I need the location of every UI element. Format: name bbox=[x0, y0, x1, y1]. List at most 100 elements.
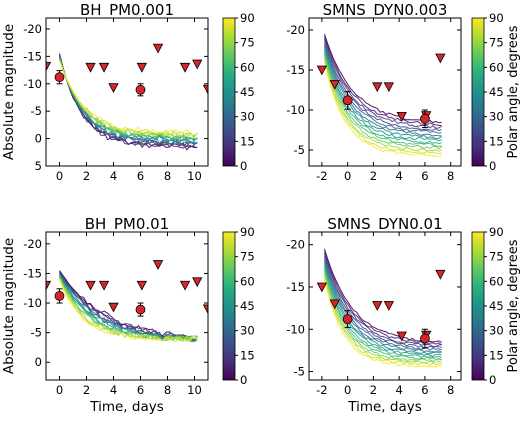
detections bbox=[54, 70, 146, 97]
upper-limit-marker bbox=[192, 59, 203, 70]
upper-limit-marker bbox=[108, 83, 119, 93]
y-tick-label: -20 bbox=[23, 22, 42, 36]
detection-point bbox=[420, 113, 430, 124]
colorbar-tick-label: 30 bbox=[240, 324, 255, 338]
colorbar: 0 15 30 45 60 75 90 bbox=[222, 11, 255, 173]
upper-limit-marker bbox=[179, 280, 191, 291]
y-tick-label: -20 bbox=[286, 23, 305, 37]
model-curve-angle-14 bbox=[323, 253, 442, 348]
upper-limit-marker bbox=[85, 62, 96, 73]
x-tick-label: -2 bbox=[316, 169, 327, 183]
x-tick-label: 6 bbox=[137, 169, 144, 183]
x-tick-label: -2 bbox=[316, 383, 327, 397]
y-tick-label: -15 bbox=[23, 49, 42, 63]
y-tick-label: -10 bbox=[23, 77, 42, 91]
upper-limit-marker bbox=[98, 62, 110, 73]
model-curve-angle-76 bbox=[323, 273, 442, 364]
model-curve-angle-21 bbox=[323, 255, 442, 349]
plot-frame bbox=[308, 231, 462, 381]
model-curve-angle-21 bbox=[323, 40, 442, 132]
detection-point bbox=[135, 304, 146, 315]
upper-limit-marker bbox=[383, 301, 395, 311]
colorbar-tick-label: 15 bbox=[489, 134, 504, 148]
detection-point bbox=[54, 72, 65, 83]
model-curve-angle-35 bbox=[59, 273, 198, 342]
y-tick-label: 5 bbox=[35, 159, 42, 173]
detection-point bbox=[342, 314, 353, 325]
panel-2: SMNS_DYN0.003-2 0 2 4 6 8-20-15-10-5015304560… bbox=[286, 1, 520, 183]
x-tick-label: 2 bbox=[83, 383, 90, 397]
colorbar-label: Polar angle, degrees bbox=[506, 239, 520, 372]
x-tick-label: 8 bbox=[447, 169, 454, 183]
model-curve-angle-83 bbox=[59, 60, 198, 137]
model-curve-angle-90 bbox=[323, 278, 442, 368]
colorbar-tick-label: 30 bbox=[240, 110, 255, 124]
panel-3: BH_PM0.01 0 2 4 6 8 10 -20 -15 -10 -5 0 Absolute mag… bbox=[1, 215, 255, 415]
x-tick-label: 4 bbox=[396, 383, 403, 397]
colorbar-tick-label: 90 bbox=[489, 11, 504, 25]
upper-limit-marker bbox=[202, 304, 208, 315]
y-tick-label: -20 bbox=[23, 237, 42, 251]
model-curve-angle-83 bbox=[59, 278, 198, 342]
upper-limit-marker bbox=[435, 53, 446, 64]
y-tick-label: -5 bbox=[31, 326, 42, 340]
panel-title: SMNS_DYN0.01 bbox=[327, 215, 442, 234]
x-axis-label: Time, days bbox=[347, 399, 422, 415]
upper-limit-marker bbox=[108, 302, 119, 313]
model-curve-angle-90 bbox=[59, 279, 198, 342]
x-tick-label: 2 bbox=[83, 169, 90, 183]
detection-point bbox=[135, 84, 146, 95]
panel-title: BH_PM0.01 bbox=[85, 215, 169, 234]
plot-frame bbox=[45, 231, 209, 381]
y-tick-label: 0 bbox=[35, 132, 42, 146]
upper-limit-marker bbox=[396, 331, 407, 342]
y-tick-label: -20 bbox=[286, 238, 305, 252]
model-curve-angle-62 bbox=[59, 58, 198, 141]
colorbar-tick-label: 60 bbox=[240, 274, 255, 288]
x-tick-label: 4 bbox=[110, 383, 117, 397]
detection-point bbox=[420, 333, 430, 344]
colorbar-gradient bbox=[222, 17, 236, 167]
x-tick-label: 8 bbox=[164, 169, 171, 183]
colorbar-tick-label: 75 bbox=[489, 36, 504, 50]
y-tick-label: -10 bbox=[286, 322, 305, 336]
y-tick-label: -15 bbox=[23, 266, 42, 280]
x-tick-label: 6 bbox=[137, 383, 144, 397]
model-curve-angle-28 bbox=[59, 55, 198, 147]
upper-limit-marker bbox=[85, 280, 96, 291]
upper-limit-marker bbox=[136, 62, 148, 73]
upper-limit-marker bbox=[179, 62, 191, 73]
x-tick-label: 0 bbox=[56, 169, 63, 183]
colorbar-tick-label: 15 bbox=[489, 348, 504, 362]
colorbar-tick-label: 75 bbox=[489, 250, 504, 264]
colorbar-tick-label: 60 bbox=[489, 60, 504, 74]
model-curve-angle-7 bbox=[323, 35, 442, 127]
y-tick-label: -15 bbox=[286, 63, 305, 77]
upper-limit-marker bbox=[152, 43, 164, 54]
model-curve-angle-7 bbox=[59, 54, 198, 149]
model-curves bbox=[323, 248, 442, 368]
model-curve-angle-42 bbox=[323, 262, 442, 355]
model-curve-angle-76 bbox=[323, 57, 442, 152]
colorbar-tick-label: 45 bbox=[240, 85, 255, 99]
colorbar-gradient bbox=[471, 17, 485, 167]
model-curve-angle-62 bbox=[323, 53, 442, 147]
upper-limit-marker bbox=[383, 82, 395, 93]
y-tick-label: 0 bbox=[35, 355, 42, 369]
y-tick-label: -5 bbox=[294, 365, 305, 379]
model-curve-angle-28 bbox=[323, 257, 442, 352]
upper-limit-marker bbox=[202, 84, 208, 95]
upper-limit-marker bbox=[136, 280, 148, 291]
colorbar-tick-label: 60 bbox=[240, 60, 255, 74]
detections bbox=[342, 91, 430, 129]
x-tick-label: 8 bbox=[447, 383, 454, 397]
upper-limits bbox=[316, 269, 446, 342]
upper-limit-marker bbox=[329, 299, 340, 310]
colorbar-tick-label: 90 bbox=[489, 225, 504, 239]
upper-limit-marker bbox=[316, 282, 328, 293]
x-tick-label: 10 bbox=[187, 383, 202, 397]
upper-limit-marker bbox=[329, 80, 340, 90]
colorbar: 0 15 30 45 60 75 90 bbox=[222, 225, 255, 387]
